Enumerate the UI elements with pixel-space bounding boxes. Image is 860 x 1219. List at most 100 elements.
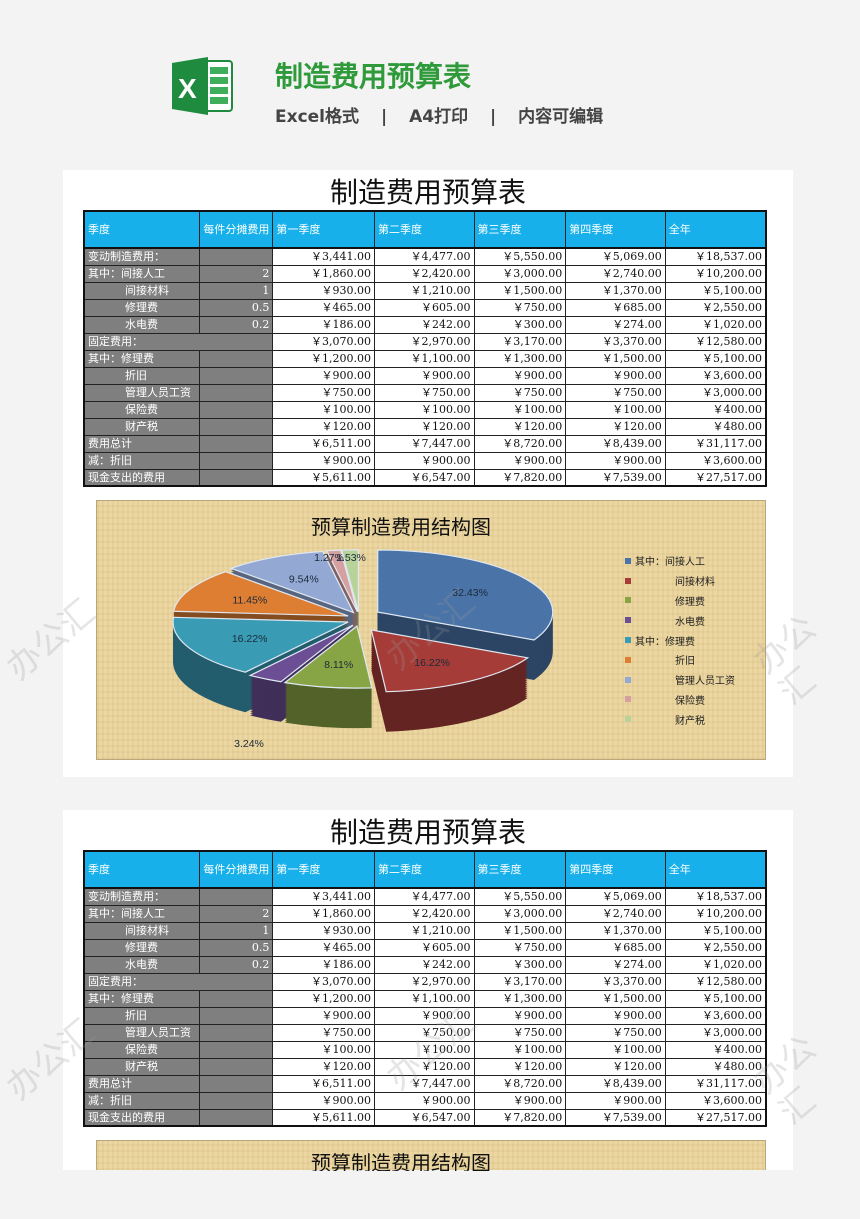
- amount-cell: ￥7,820.00: [473, 1108, 567, 1127]
- allocation-factor: [199, 1006, 274, 1025]
- amount-cell: ￥274.00: [565, 955, 666, 974]
- amount-cell: ￥5,069.00: [565, 247, 666, 266]
- legend-swatch: [625, 696, 631, 703]
- allocation-factor: [199, 1108, 274, 1127]
- amount-cell: ￥930.00: [272, 921, 375, 940]
- row-label: 变动制造费用：: [83, 247, 201, 266]
- table-row: 其中：修理费 ￥1,200.00 ￥1,100.00 ￥1,300.00 ￥1,500.…: [83, 349, 767, 368]
- amount-cell: ￥3,370.00: [565, 972, 666, 991]
- amount-cell: ￥3,370.00: [565, 332, 666, 351]
- row-label: 现金支出的费用: [83, 1108, 201, 1127]
- table-row: 变动制造费用： ￥3,441.00 ￥4,477.00 ￥5,550.00 ￥5,069…: [83, 887, 767, 906]
- amount-cell: ￥2,420.00: [373, 264, 475, 283]
- chart-title: 预算制造费用结构图: [311, 515, 491, 539]
- amount-cell: ￥1,370.00: [565, 281, 666, 300]
- allocation-factor: [199, 887, 274, 906]
- amount-cell: ￥465.00: [272, 298, 375, 317]
- amount-cell: ￥100.00: [373, 1040, 475, 1059]
- amount-cell: ￥100.00: [373, 400, 475, 419]
- amount-cell: ￥900.00: [272, 366, 375, 385]
- amount-cell: ￥480.00: [664, 1057, 767, 1076]
- sheet-title: 制造费用预算表: [329, 176, 526, 209]
- amount-cell: ￥120.00: [473, 1057, 567, 1076]
- legend-label: 管理人员工资: [675, 676, 735, 688]
- amount-cell: ￥120.00: [272, 1057, 375, 1076]
- sheet-title: 制造费用预算表: [329, 816, 526, 849]
- amount-cell: ￥900.00: [373, 1006, 475, 1025]
- column-header: 全年: [664, 850, 767, 889]
- amount-cell: ￥5,100.00: [664, 349, 767, 368]
- amount-cell: ￥100.00: [565, 400, 666, 419]
- allocation-factor: [199, 1057, 274, 1076]
- amount-cell: ￥8,439.00: [565, 434, 666, 453]
- row-label: 修理费: [83, 298, 201, 317]
- column-header: 第三季度: [473, 850, 567, 889]
- amount-cell: ￥120.00: [565, 417, 666, 436]
- row-label: 变动制造费用：: [83, 887, 201, 906]
- row-label: 其中：修理费: [83, 989, 201, 1008]
- column-header: 每件分摊费用: [199, 850, 274, 889]
- pie-plot: 32.43% 16.22% 8.11% 3.24% 16.22% 11.45% 9.54% 1…: [172, 549, 554, 750]
- row-label: 折旧: [83, 366, 201, 385]
- column-header: 第一季度: [272, 210, 375, 249]
- table-row: 其中：间接人工 2 ￥1,860.00 ￥2,420.00 ￥3,000.00 ￥2,74…: [83, 904, 767, 923]
- amount-cell: ￥750.00: [565, 1023, 666, 1042]
- amount-cell: ￥8,720.00: [473, 434, 567, 453]
- allocation-factor: [199, 349, 274, 368]
- data-label: 32.43%: [452, 587, 488, 599]
- legend-swatch: [625, 676, 631, 683]
- amount-cell: ￥1,370.00: [565, 921, 666, 940]
- amount-cell: ￥300.00: [473, 955, 567, 974]
- amount-cell: ￥7,539.00: [565, 468, 666, 487]
- amount-cell: ￥1,210.00: [373, 921, 475, 940]
- amount-cell: ￥1,210.00: [373, 281, 475, 300]
- amount-cell: ￥750.00: [272, 1023, 375, 1042]
- allocation-factor: [199, 1074, 274, 1093]
- amount-cell: ￥2,970.00: [373, 332, 475, 351]
- table-row: 管理人员工资 ￥750.00 ￥750.00 ￥750.00 ￥750.00 ￥3,000…: [83, 1023, 767, 1042]
- amount-cell: ￥3,170.00: [473, 972, 567, 991]
- amount-cell: ￥1,300.00: [473, 989, 567, 1008]
- amount-cell: ￥6,547.00: [373, 1108, 475, 1127]
- allocation-factor: [199, 989, 274, 1008]
- amount-cell: ￥3,441.00: [272, 247, 375, 266]
- legend-item: 管理人员工资: [625, 670, 735, 690]
- amount-cell: ￥400.00: [664, 400, 767, 419]
- row-label: 其中：间接人工: [83, 264, 201, 283]
- amount-cell: ￥186.00: [272, 955, 375, 974]
- column-header: 第三季度: [473, 210, 567, 249]
- amount-cell: ￥242.00: [373, 315, 475, 334]
- amount-cell: ￥750.00: [272, 383, 375, 402]
- legend-item: 间接材料: [625, 571, 735, 591]
- amount-cell: ￥8,720.00: [473, 1074, 567, 1093]
- preview-page-2: 制造费用预算表 季度 每件分摊费用 第一季度 第二季度 第三季度 第四季度 全年 变动制造费用…: [63, 810, 793, 1171]
- budget-table: 季度 每件分摊费用 第一季度 第二季度 第三季度 第四季度 全年 变动制造费用： ￥3,441.…: [83, 850, 767, 1127]
- amount-cell: ￥6,511.00: [272, 434, 375, 453]
- separator: |: [380, 107, 388, 127]
- amount-cell: ￥3,000.00: [664, 1023, 767, 1042]
- print-tag: A4打印: [409, 107, 469, 127]
- pie-slice: [370, 629, 530, 732]
- allocation-factor: 2: [199, 264, 274, 283]
- amount-cell: ￥750.00: [373, 1023, 475, 1042]
- amount-cell: ￥900.00: [272, 1006, 375, 1025]
- table-row: 减：折旧 ￥900.00 ￥900.00 ￥900.00 ￥900.00 ￥3,600.0…: [83, 451, 767, 470]
- column-header: 第二季度: [373, 850, 475, 889]
- pie-chart: 预算制造费用结构图: [96, 1140, 766, 1171]
- row-label: 保险费: [83, 400, 201, 419]
- amount-cell: ￥900.00: [565, 366, 666, 385]
- budget-table: 季度 每件分摊费用 第一季度 第二季度 第三季度 第四季度 全年 变动制造费用： ￥3,441.…: [83, 210, 767, 487]
- format-tag: Excel格式: [275, 107, 360, 127]
- legend-item: 修理费: [625, 591, 735, 611]
- allocation-factor: 1: [199, 281, 274, 300]
- column-header: 第一季度: [272, 850, 375, 889]
- legend-swatch: [625, 716, 631, 723]
- amount-cell: ￥465.00: [272, 938, 375, 957]
- amount-cell: ￥3,170.00: [473, 332, 567, 351]
- preview-page-1: 制造费用预算表 季度 每件分摊费用 第一季度 第二季度 第三季度 第四季度 全年 变动制造费用…: [63, 170, 793, 777]
- pie-slice: [283, 625, 373, 729]
- allocation-factor: [199, 1023, 274, 1042]
- row-label: 保险费: [83, 1040, 201, 1059]
- row-label: 折旧: [83, 1006, 201, 1025]
- table-row: 固定费用： ￥3,070.00 ￥2,970.00 ￥3,170.00 ￥3,370.0…: [83, 972, 767, 991]
